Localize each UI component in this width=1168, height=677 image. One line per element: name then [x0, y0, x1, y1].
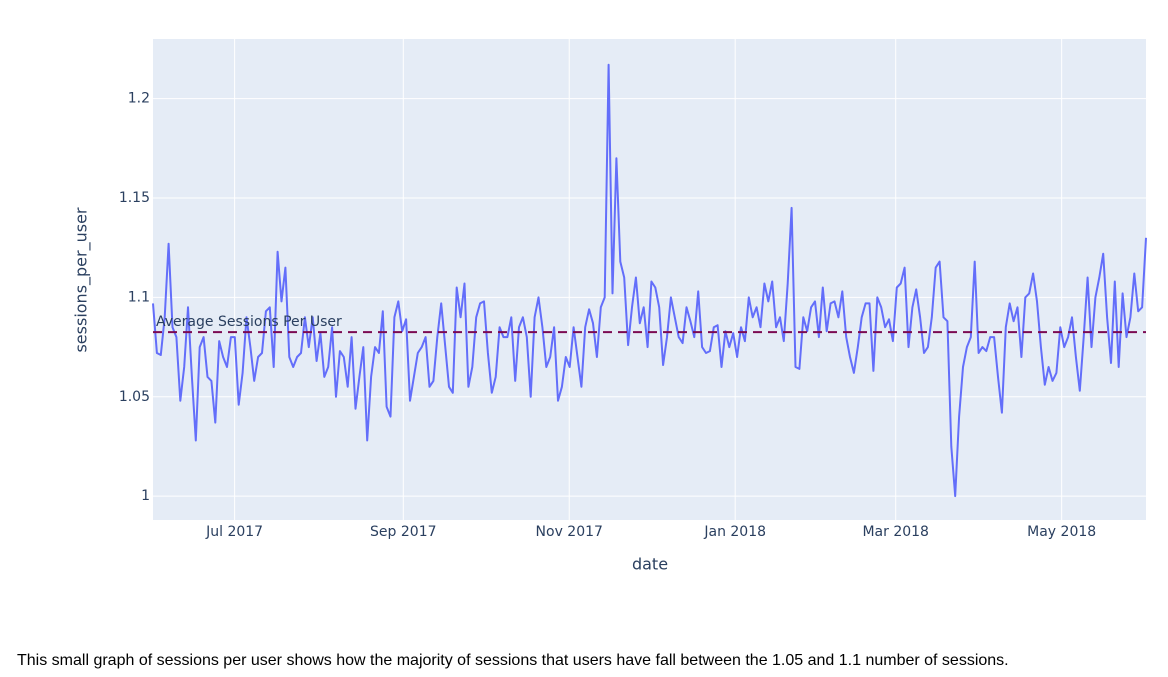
x-axis-title: date	[632, 555, 668, 574]
y-tick-label: 1.2	[128, 91, 150, 107]
y-tick-label: 1.05	[119, 389, 150, 405]
chart: date sessions_per_user 1 1.05 1.1 1.15 1.2 Ju…	[72, 39, 1147, 574]
y-tick-label: 1.15	[119, 190, 150, 206]
data-line	[152, 63, 1147, 498]
y-tick-label: 1	[141, 488, 150, 504]
x-tick-label: Mar 2018	[862, 524, 929, 540]
plot-background	[153, 39, 1146, 520]
y-tick-label: 1.1	[128, 289, 150, 305]
x-tick-label: Jan 2018	[703, 524, 766, 540]
x-tick-label: Nov 2017	[536, 524, 603, 540]
caption: This small graph of sessions per user sh…	[17, 652, 1009, 669]
y-axis-title: sessions_per_user	[72, 207, 92, 352]
x-tick-label: May 2018	[1027, 524, 1096, 540]
x-tick-label: Jul 2017	[205, 524, 263, 540]
x-tick-label: Sep 2017	[370, 524, 436, 540]
reference-label: Average Sessions Per User	[156, 314, 342, 330]
